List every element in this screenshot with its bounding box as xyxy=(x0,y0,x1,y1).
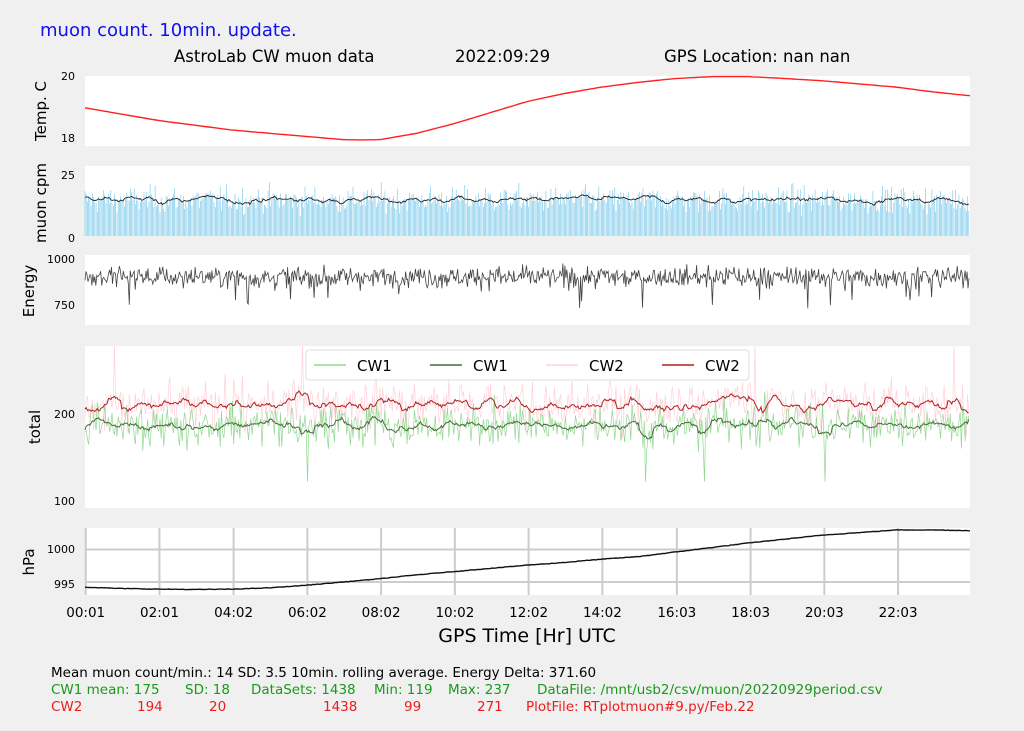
chart-title: AstroLab CW muon data xyxy=(174,47,374,66)
pressure-ylabel: hPa xyxy=(20,548,38,575)
x-tick-label: 06:02 xyxy=(288,605,327,621)
cw1-min: Min: 119 xyxy=(374,682,433,698)
legend-box xyxy=(305,349,750,381)
cw2-average-line xyxy=(84,390,969,414)
x-tick-label: 20:03 xyxy=(805,605,844,621)
total-legend: CW1 CW1 CW2 CW2 xyxy=(305,349,750,381)
cw1-raw-line xyxy=(84,391,970,482)
energy-line xyxy=(84,263,970,309)
x-axis-label: GPS Time [Hr] UTC xyxy=(438,625,615,647)
temp-ylabel: Temp. C xyxy=(32,81,50,142)
legend-label-cw1-avg: CW1 xyxy=(473,357,508,375)
total-ytick-100: 100 xyxy=(54,495,75,508)
footer-summary-line: Mean muon count/min.: 14 SD: 3.5 10min. … xyxy=(51,665,596,681)
cw1-max: Max: 237 xyxy=(448,682,511,698)
energy-panel: 1000 750 Energy xyxy=(20,253,970,325)
cw1-mean: CW1 mean: 175 xyxy=(51,682,160,698)
x-tick-label: 22:03 xyxy=(879,605,918,621)
cw2-datasets: 1438 xyxy=(323,699,357,715)
muon-panel: 25 0 muon cpm xyxy=(32,163,970,245)
pressure-plot-area xyxy=(85,528,970,595)
x-tick-label: 18:03 xyxy=(731,605,770,621)
pressure-ytick-995: 995 xyxy=(54,578,75,591)
total-panel: 200 100 total CW1 CW1 CW2 CW2 xyxy=(26,345,970,508)
cw2-min: 99 xyxy=(404,699,421,715)
data-file-path: DataFile: /mnt/usb2/csv/muon/20220929per… xyxy=(537,682,883,698)
legend-label-cw2-avg: CW2 xyxy=(705,357,740,375)
cw1-datasets: DataSets: 1438 xyxy=(251,682,356,698)
x-tick-label: 12:02 xyxy=(509,605,548,621)
temperature-panel: 20 18 Temp. C xyxy=(32,70,971,146)
legend-label-cw1-raw: CW1 xyxy=(357,357,392,375)
total-ylabel: total xyxy=(26,410,44,444)
footer-stats: Mean muon count/min.: 14 SD: 3.5 10min. … xyxy=(51,665,883,715)
x-tick-label: 08:02 xyxy=(362,605,401,621)
muon-ytick-top: 25 xyxy=(61,169,75,182)
x-tick-label: 10:02 xyxy=(435,605,474,621)
cw1-average-line xyxy=(84,415,970,440)
x-tick-label: 16:03 xyxy=(657,605,696,621)
muon-ytick-bottom: 0 xyxy=(68,232,75,245)
total-ytick-200: 200 xyxy=(54,408,75,421)
muon-ylabel: muon cpm xyxy=(32,163,50,243)
cw2-max: 271 xyxy=(477,699,503,715)
cw2-mean: 194 xyxy=(137,699,163,715)
x-tick-label: 14:02 xyxy=(583,605,622,621)
x-tick-label: 02:01 xyxy=(140,605,179,621)
pressure-line xyxy=(84,528,971,591)
muon-bars xyxy=(84,182,970,236)
pressure-panel: 1000 995 hPa 00:01 02:01 04:02 06:02 08:02 10… xyxy=(20,528,971,647)
cw2-sd: 20 xyxy=(209,699,226,715)
x-tick-label: 04:02 xyxy=(214,605,253,621)
x-tick-label: 00:01 xyxy=(66,605,105,621)
temperature-plot-area xyxy=(85,76,970,146)
energy-ylabel: Energy xyxy=(20,265,38,318)
chart-date: 2022:09:29 xyxy=(455,47,550,66)
pressure-ytick-1000: 1000 xyxy=(47,543,75,556)
pressure-grid xyxy=(84,528,970,595)
temp-ytick-top: 20 xyxy=(61,70,75,83)
cw1-sd: SD: 18 xyxy=(185,682,230,698)
energy-plot-area xyxy=(85,255,970,325)
legend-label-cw2-raw: CW2 xyxy=(589,357,624,375)
muon-rolling-average-line xyxy=(84,194,969,206)
temperature-line xyxy=(84,75,971,141)
figure-subtitle: muon count. 10min. update. xyxy=(40,20,297,41)
gps-location: GPS Location: nan nan xyxy=(664,47,850,66)
x-tick-labels: 00:01 02:01 04:02 06:02 08:02 10:02 12:02 14:02… xyxy=(66,605,917,621)
temp-ytick-bottom: 18 xyxy=(61,132,75,145)
plot-file-name: PlotFile: RTplotmuon#9.py/Feb.22 xyxy=(526,699,755,715)
energy-ytick-bottom: 750 xyxy=(54,299,75,312)
energy-ytick-top: 1000 xyxy=(47,253,75,266)
cw2-label: CW2 xyxy=(51,699,82,715)
